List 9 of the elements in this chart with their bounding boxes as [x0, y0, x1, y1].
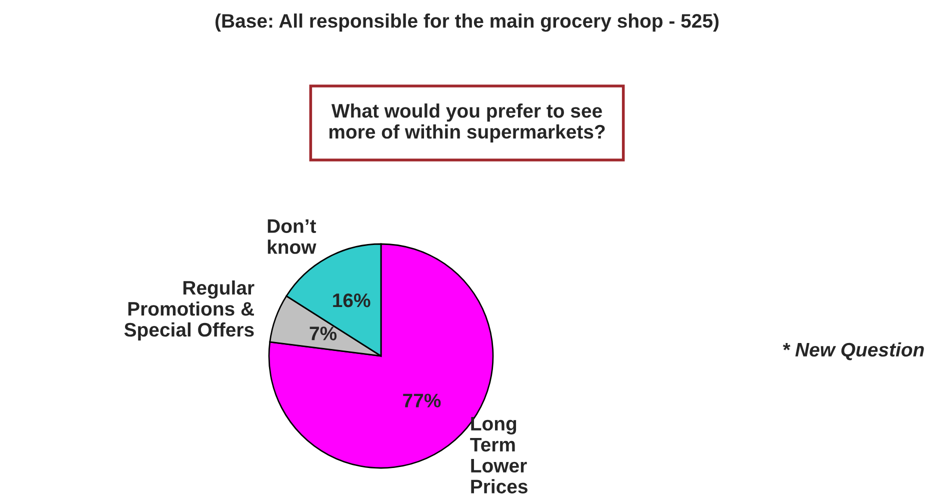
slice-label: Regular Promotions & Special Offers — [124, 280, 254, 341]
slice-label: Long Term Lower Prices — [470, 416, 528, 494]
data-label: 7% — [310, 326, 337, 340]
chart-title: (Base: All responsible for the main grocery shop - 525) — [216, 13, 719, 32]
slice-label: Don’t know — [268, 219, 316, 254]
data-label: 16% — [333, 293, 370, 308]
chart-subtitle: What would you prefer to see more of within supermarkets? — [329, 103, 605, 143]
text: * New Question — [782, 342, 924, 360]
data-label: 77% — [403, 394, 441, 408]
